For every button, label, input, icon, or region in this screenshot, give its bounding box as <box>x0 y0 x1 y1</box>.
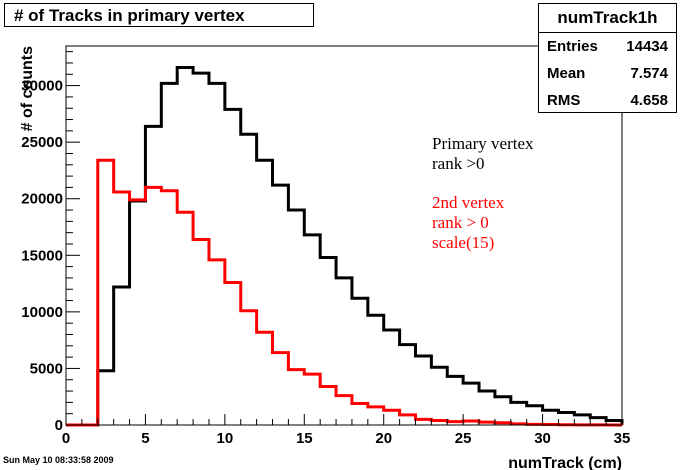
stats-title: numTrack1h <box>539 4 676 33</box>
y-tick-label: 15000 <box>21 247 63 264</box>
stats-row-rms: RMS 4.658 <box>539 87 676 114</box>
stats-label: Entries <box>547 38 598 55</box>
stats-label: Mean <box>547 65 586 82</box>
annotation-1: 2nd vertex rank > 0 scale(15) <box>432 193 505 252</box>
plot-frame <box>65 45 623 426</box>
annotation-line: rank >0 <box>432 154 485 173</box>
histogram-series-0 <box>66 65 624 427</box>
x-tick-label: 35 <box>614 430 631 447</box>
x-tick-label: 20 <box>375 430 392 447</box>
x-tick-label: 5 <box>141 430 149 447</box>
x-axis-label: numTrack (cm) <box>508 455 622 470</box>
timestamp-footer: Sun May 10 08:33:58 2009 <box>3 455 114 465</box>
chart-title: # of Tracks in primary vertex <box>4 3 314 27</box>
annotation-line: scale(15) <box>432 233 494 252</box>
annotation-line: 2nd vertex <box>432 193 505 212</box>
y-tick-label: 0 <box>55 417 63 434</box>
stats-value: 14434 <box>626 38 668 55</box>
x-tick-label: 10 <box>217 430 234 447</box>
stats-box: numTrack1h Entries 14434 Mean 7.574 RMS … <box>538 3 677 113</box>
stats-value: 4.658 <box>630 92 668 109</box>
y-tick-label: 25000 <box>21 134 63 151</box>
annotation-0: Primary vertex rank >0 <box>432 134 534 173</box>
annotation-line: Primary vertex <box>432 134 534 153</box>
annotation-line: rank > 0 <box>432 213 489 232</box>
stats-label: RMS <box>547 92 581 109</box>
x-tick-label: 0 <box>62 430 70 447</box>
y-tick-label: 20000 <box>21 191 63 208</box>
stats-row-mean: Mean 7.574 <box>539 60 676 87</box>
x-tick-label: 25 <box>455 430 472 447</box>
y-axis-label: # of counts <box>19 46 36 131</box>
y-tick-label: 30000 <box>21 78 63 95</box>
x-tick-label: 30 <box>534 430 551 447</box>
y-tick-label: 5000 <box>30 360 63 377</box>
y-tick-label: 10000 <box>21 304 63 321</box>
histogram-series-1 <box>66 158 624 427</box>
stats-row-entries: Entries 14434 <box>539 33 676 60</box>
x-tick-label: 15 <box>296 430 313 447</box>
stats-value: 7.574 <box>630 65 668 82</box>
